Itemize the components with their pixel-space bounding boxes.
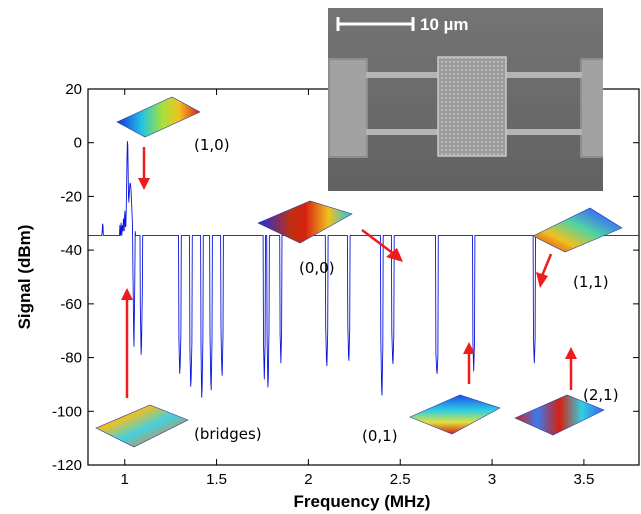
sem-inset-image: 10 µm	[328, 8, 603, 191]
mode-shape-2-1-image	[514, 394, 605, 436]
mode-shape-1-0-image	[116, 96, 201, 138]
label-mode-1-0: (1,0)	[194, 136, 230, 154]
arrows	[121, 147, 577, 398]
mode-shape-0-1-image	[409, 394, 501, 435]
label-mode-2-1: (2,1)	[583, 386, 619, 404]
x-tick-label: 1.5	[206, 471, 227, 488]
scale-bar-label: 10 µm	[420, 15, 469, 34]
arrow-1-1	[536, 253, 553, 288]
y-axis-title: Signal (dBm)	[15, 225, 34, 330]
y-tick-label: -100	[52, 403, 82, 420]
label-mode-0-1: (0,1)	[362, 427, 398, 445]
arrow-2-1	[565, 347, 577, 390]
y-tick-label: -120	[52, 457, 82, 474]
y-tick-label: 20	[65, 81, 82, 98]
x-tick-label: 3	[488, 471, 496, 488]
x-tick-label: 2.5	[390, 471, 411, 488]
mode-shape-0-0-image	[257, 200, 353, 244]
label-mode-bridges: (bridges)	[194, 425, 262, 443]
arrow-0-0	[361, 229, 403, 262]
arrow-0-1	[463, 342, 475, 384]
x-tick-label: 3.5	[573, 471, 594, 488]
label-mode-1-1: (1,1)	[573, 273, 609, 291]
arrow-bridges	[121, 288, 133, 398]
label-mode-0-0: (0,0)	[299, 259, 335, 277]
arrow-1-0	[138, 147, 150, 190]
mode-shape-1-1-image	[532, 207, 623, 253]
x-tick-label: 2	[304, 471, 312, 488]
y-axis: 20 0 -20 -40 -60 -80 -100 -120	[52, 81, 639, 474]
y-tick-label: -80	[60, 350, 82, 367]
x-axis-title: Frequency (MHz)	[294, 492, 431, 511]
y-tick-label: 0	[74, 135, 82, 152]
y-tick-label: -60	[60, 296, 82, 313]
y-tick-label: -40	[60, 242, 82, 259]
mode-shape-bridges-image	[95, 404, 189, 448]
x-tick-label: 1	[121, 471, 129, 488]
y-tick-label: -20	[60, 188, 82, 205]
